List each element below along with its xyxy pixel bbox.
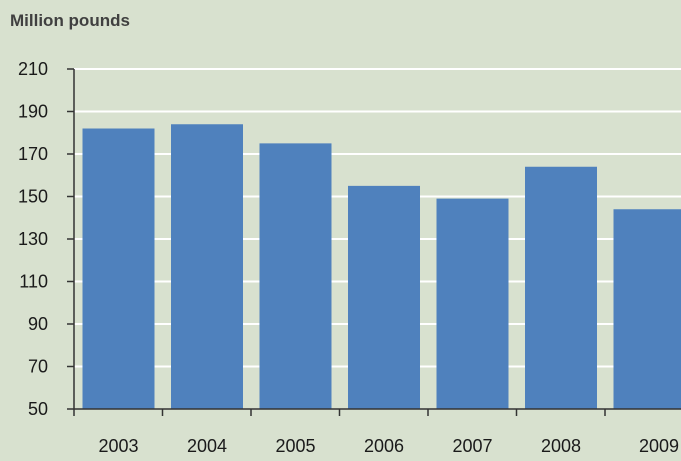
y-tick-label: 190 xyxy=(18,102,48,122)
x-tick-label-2004: 2004 xyxy=(187,436,227,456)
bar-2006 xyxy=(348,185,420,409)
bar-2008 xyxy=(525,166,597,409)
x-tick-label-2008: 2008 xyxy=(541,436,581,456)
x-tick-label-2006: 2006 xyxy=(364,436,404,456)
x-tick-label-2005: 2005 xyxy=(275,436,315,456)
y-tick-label: 150 xyxy=(18,187,48,207)
bar-2007 xyxy=(436,198,509,409)
y-tick-label: 50 xyxy=(28,399,48,419)
bar-2009 xyxy=(613,209,681,409)
bar-2004 xyxy=(171,124,243,409)
x-tick-label-2007: 2007 xyxy=(452,436,492,456)
y-tick-label: 70 xyxy=(28,357,48,377)
y-tick-label: 90 xyxy=(28,314,48,334)
y-tick-label: 130 xyxy=(18,229,48,249)
x-tick-label-2003: 2003 xyxy=(98,436,138,456)
y-tick-label: 210 xyxy=(18,59,48,79)
x-tick-label-2009: 2009 xyxy=(639,436,679,456)
bar-2003 xyxy=(82,128,155,409)
y-tick-label: 170 xyxy=(18,144,48,164)
y-tick-label: 110 xyxy=(19,272,48,292)
bar-2005 xyxy=(259,143,332,409)
y-axis-title: Million pounds xyxy=(10,11,130,30)
